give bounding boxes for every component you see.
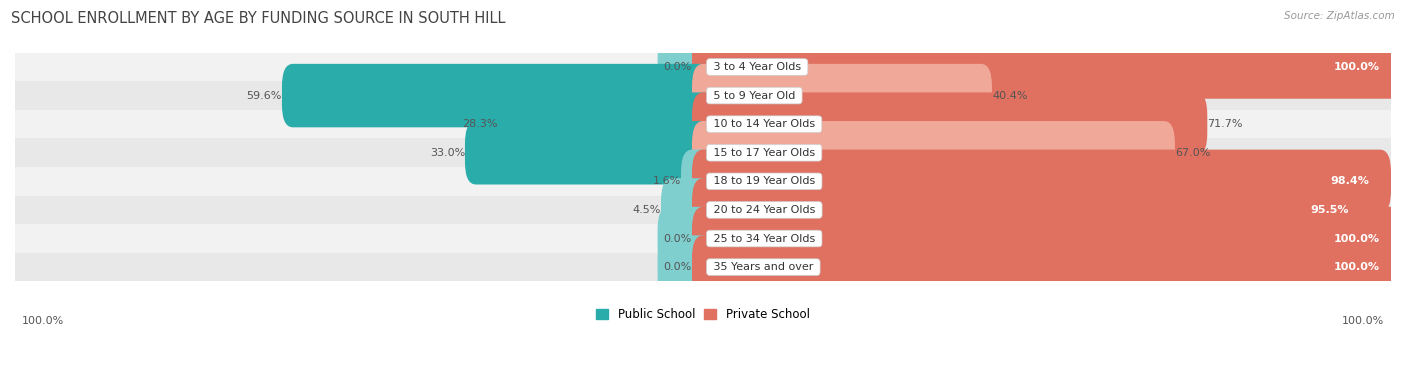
FancyBboxPatch shape xyxy=(661,178,714,242)
Text: 20 to 24 Year Olds: 20 to 24 Year Olds xyxy=(710,205,818,215)
Text: 59.6%: 59.6% xyxy=(246,90,283,101)
Text: 1.6%: 1.6% xyxy=(652,176,681,186)
Text: 95.5%: 95.5% xyxy=(1310,205,1348,215)
FancyBboxPatch shape xyxy=(658,35,714,99)
FancyBboxPatch shape xyxy=(658,207,714,270)
Text: Source: ZipAtlas.com: Source: ZipAtlas.com xyxy=(1284,11,1395,21)
FancyBboxPatch shape xyxy=(465,121,714,184)
Bar xyxy=(15,53,1391,81)
Text: 33.0%: 33.0% xyxy=(430,148,465,158)
Text: 35 Years and over: 35 Years and over xyxy=(710,262,817,272)
FancyBboxPatch shape xyxy=(658,235,714,299)
Bar xyxy=(15,167,1391,196)
Text: 18 to 19 Year Olds: 18 to 19 Year Olds xyxy=(710,176,818,186)
Text: 67.0%: 67.0% xyxy=(1175,148,1211,158)
FancyBboxPatch shape xyxy=(692,235,1402,299)
Text: 40.4%: 40.4% xyxy=(993,90,1028,101)
Text: 0.0%: 0.0% xyxy=(664,233,692,244)
FancyBboxPatch shape xyxy=(692,64,993,127)
Text: 4.5%: 4.5% xyxy=(633,205,661,215)
Bar xyxy=(15,253,1391,281)
FancyBboxPatch shape xyxy=(692,92,1208,156)
Bar xyxy=(15,110,1391,138)
FancyBboxPatch shape xyxy=(692,150,1391,213)
Text: 71.7%: 71.7% xyxy=(1208,119,1243,129)
Text: SCHOOL ENROLLMENT BY AGE BY FUNDING SOURCE IN SOUTH HILL: SCHOOL ENROLLMENT BY AGE BY FUNDING SOUR… xyxy=(11,11,506,26)
Text: 28.3%: 28.3% xyxy=(461,119,498,129)
Text: 25 to 34 Year Olds: 25 to 34 Year Olds xyxy=(710,233,818,244)
Text: 100.0%: 100.0% xyxy=(1341,316,1384,326)
FancyBboxPatch shape xyxy=(498,92,714,156)
Text: 15 to 17 Year Olds: 15 to 17 Year Olds xyxy=(710,148,818,158)
Bar xyxy=(15,138,1391,167)
Text: 3 to 4 Year Olds: 3 to 4 Year Olds xyxy=(710,62,804,72)
FancyBboxPatch shape xyxy=(692,121,1175,184)
FancyBboxPatch shape xyxy=(692,178,1371,242)
Bar xyxy=(15,196,1391,224)
Text: 5 to 9 Year Old: 5 to 9 Year Old xyxy=(710,90,799,101)
Bar xyxy=(15,81,1391,110)
FancyBboxPatch shape xyxy=(283,64,714,127)
FancyBboxPatch shape xyxy=(692,35,1402,99)
Text: 0.0%: 0.0% xyxy=(664,62,692,72)
Text: 0.0%: 0.0% xyxy=(664,262,692,272)
Text: 98.4%: 98.4% xyxy=(1330,176,1369,186)
Text: 100.0%: 100.0% xyxy=(1334,233,1381,244)
Text: 100.0%: 100.0% xyxy=(22,316,65,326)
Text: 100.0%: 100.0% xyxy=(1334,262,1381,272)
FancyBboxPatch shape xyxy=(692,207,1402,270)
Text: 100.0%: 100.0% xyxy=(1334,62,1381,72)
FancyBboxPatch shape xyxy=(681,150,714,213)
Bar xyxy=(15,224,1391,253)
Legend: Public School, Private School: Public School, Private School xyxy=(592,303,814,326)
Text: 10 to 14 Year Olds: 10 to 14 Year Olds xyxy=(710,119,818,129)
